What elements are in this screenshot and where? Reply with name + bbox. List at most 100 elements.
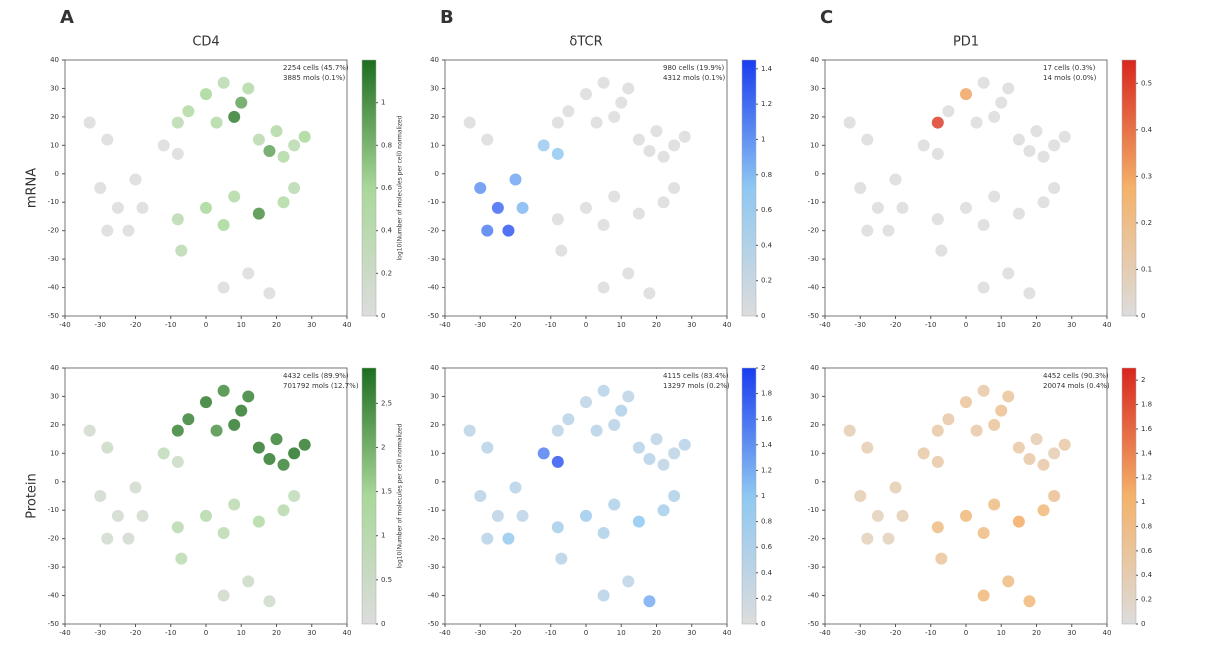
cell-point [988, 110, 1001, 123]
x-tick-label: 30 [307, 629, 316, 637]
colorbar [1121, 59, 1137, 317]
cell-point [228, 110, 241, 123]
cell-point [1048, 490, 1061, 502]
cell-point [171, 521, 184, 534]
y-tick-label: -30 [48, 563, 59, 571]
colorbar [741, 59, 757, 317]
x-tick-label: 20 [652, 629, 661, 637]
cell-point [252, 207, 265, 220]
row-label: Protein [25, 473, 40, 519]
y-tick-label: -10 [428, 198, 439, 206]
x-tick-label: -20 [130, 629, 141, 637]
x-tick-label: 20 [272, 321, 281, 329]
cell-point [615, 96, 628, 109]
cell-point [678, 130, 691, 143]
cell-point [632, 133, 645, 146]
x-tick-label: 10 [997, 321, 1006, 329]
y-tick-label: 40 [810, 56, 819, 64]
cell-point [1030, 433, 1043, 446]
x-tick-label: 30 [687, 321, 696, 329]
cell-point [935, 244, 948, 257]
y-tick-label: -20 [428, 535, 439, 543]
cell-point [200, 509, 212, 522]
cell-point [1002, 390, 1015, 403]
cell-point [632, 207, 645, 220]
colorbar-tick-label: 1.8 [761, 390, 772, 398]
cell-point [882, 224, 895, 237]
cell-point [871, 201, 884, 214]
cell-point [509, 481, 522, 494]
cell-point [960, 201, 972, 214]
cell-point [668, 139, 681, 152]
colorbar [361, 367, 377, 625]
cell-point [111, 509, 124, 522]
cell-point [622, 267, 635, 280]
colorbar-tick-label: 0 [1141, 312, 1145, 320]
cell-point [242, 82, 255, 95]
colorbar-tick-label: 2.5 [381, 399, 392, 407]
cell-point [1002, 82, 1015, 95]
cell-point [643, 453, 656, 466]
cell-point [277, 504, 290, 517]
y-tick-label: 0 [815, 478, 819, 486]
y-tick-label: 20 [50, 113, 59, 121]
cell-point [622, 575, 635, 588]
colorbar-tick-label: 0.2 [761, 594, 772, 602]
cell-point [298, 130, 311, 143]
cell-point [136, 201, 149, 214]
cell-point [182, 413, 195, 426]
colorbar-tick-label: 0 [381, 312, 385, 320]
cell-point [171, 116, 184, 129]
cell-point [463, 116, 476, 129]
x-tick-label: -40 [59, 321, 70, 329]
y-tick-label: 20 [430, 421, 439, 429]
cell-point [597, 589, 610, 602]
x-tick-label: -40 [819, 321, 830, 329]
colorbar-tick-label: 0.3 [1141, 172, 1152, 180]
cell-point [1048, 182, 1061, 194]
cell-point [242, 267, 255, 280]
cell-point [643, 595, 656, 608]
cell-point [590, 424, 603, 437]
cell-point [889, 173, 902, 186]
cell-point [182, 105, 195, 118]
y-tick-label: 20 [50, 421, 59, 429]
x-tick-label: -30 [855, 629, 866, 637]
cell-point [580, 396, 592, 409]
cell-point [608, 418, 621, 431]
cell-point [650, 125, 663, 138]
cell-point [217, 281, 230, 294]
y-tick-label: 30 [50, 392, 59, 400]
cell-point [210, 424, 223, 437]
x-tick-label: -10 [165, 629, 176, 637]
cell-point [861, 133, 874, 146]
cell-point [157, 139, 170, 152]
chart-title: δTCR [569, 35, 602, 50]
colorbar-tick-label: 0.2 [761, 277, 772, 285]
x-tick-label: 10 [237, 321, 246, 329]
x-tick-label: -40 [439, 321, 450, 329]
x-tick-label: 20 [652, 321, 661, 329]
cell-point [101, 133, 114, 146]
cell-point [474, 490, 487, 502]
cell-point [960, 509, 972, 522]
y-tick-label: 20 [810, 113, 819, 121]
cell-point [931, 424, 944, 437]
cell-point [551, 213, 564, 226]
colorbar-tick-label: 1.2 [761, 466, 772, 474]
cell-point [263, 287, 276, 300]
colorbar [1121, 367, 1137, 625]
cell-point [555, 552, 568, 565]
cell-point [551, 424, 564, 437]
y-tick-label: -20 [48, 227, 59, 235]
x-tick-label: 0 [964, 629, 968, 637]
cell-point [931, 455, 944, 468]
cell-point [1023, 145, 1036, 158]
cell-point [516, 201, 529, 214]
x-tick-label: 0 [204, 629, 208, 637]
cell-point [1048, 139, 1061, 152]
colorbar-tick-label: 0.1 [1141, 265, 1152, 273]
cell-point [157, 447, 170, 460]
cell-point [896, 509, 909, 522]
cell-point [1058, 130, 1071, 143]
